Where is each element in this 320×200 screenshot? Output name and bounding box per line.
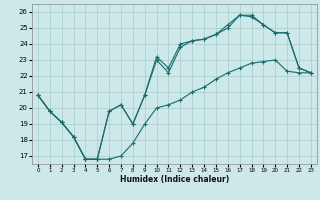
X-axis label: Humidex (Indice chaleur): Humidex (Indice chaleur): [120, 175, 229, 184]
